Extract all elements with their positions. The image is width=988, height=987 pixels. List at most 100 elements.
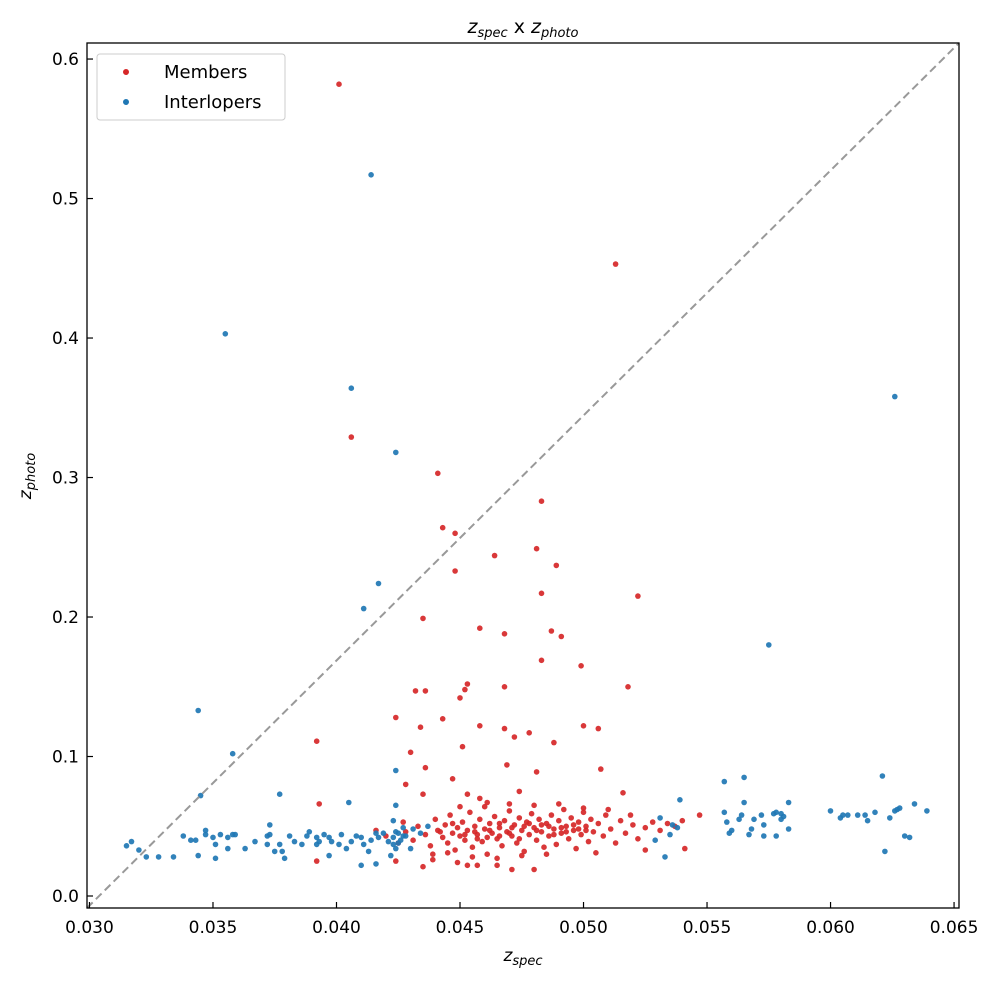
point-interlopers (761, 833, 767, 839)
y-axis: 0.0 0.1 0.2 0.3 0.4 0.5 0.6 (52, 50, 93, 907)
point-interlopers (721, 809, 728, 816)
point-members (506, 801, 513, 807)
point-members (430, 851, 436, 857)
point-interlopers (674, 824, 681, 831)
point-members (393, 858, 399, 864)
point-members (457, 803, 463, 810)
point-members (664, 820, 671, 827)
point-members (412, 688, 419, 694)
point-interlopers (202, 831, 209, 838)
point-members (573, 845, 579, 852)
point-members (415, 823, 421, 830)
point-interlopers (276, 791, 283, 797)
point-interlopers (232, 831, 238, 838)
point-interlopers (726, 830, 733, 836)
point-interlopers (192, 837, 199, 843)
point-members (469, 844, 476, 850)
point-members (459, 819, 466, 825)
point-members (516, 815, 523, 821)
point-members (464, 827, 471, 834)
point-members (444, 840, 451, 846)
point-interlopers (741, 799, 747, 806)
point-members (541, 844, 547, 850)
y-tick-label: 0.4 (52, 329, 79, 349)
point-members (477, 723, 483, 729)
point-members (420, 791, 426, 797)
point-members (393, 714, 399, 721)
point-members (486, 820, 493, 827)
point-members (496, 833, 503, 839)
point-members (551, 826, 557, 832)
point-members (558, 824, 565, 831)
point-interlopers (721, 778, 728, 785)
legend-box (96, 53, 286, 121)
point-interlopers (911, 801, 918, 807)
y-tick-label: 0.5 (52, 190, 79, 210)
point-interlopers (343, 845, 350, 852)
point-members (494, 855, 500, 862)
point-members (462, 831, 468, 838)
point-members (519, 827, 525, 834)
point-members (420, 615, 426, 622)
point-members (477, 795, 483, 802)
point-members (580, 805, 587, 811)
point-interlopers (128, 838, 135, 845)
point-interlopers (316, 838, 323, 845)
point-interlopers (348, 838, 355, 845)
point-interlopers (393, 802, 399, 809)
point-members (600, 833, 607, 839)
point-members (464, 791, 471, 797)
point-members (563, 823, 569, 830)
point-interlopers (336, 841, 342, 848)
point-interlopers (306, 829, 313, 835)
point-interlopers (892, 393, 898, 400)
point-members (444, 850, 451, 856)
point-members (538, 657, 545, 664)
point-members (583, 823, 589, 830)
point-interlopers (304, 833, 310, 839)
point-members (538, 498, 545, 505)
point-interlopers (662, 854, 668, 860)
point-members (449, 830, 456, 836)
point-members (556, 801, 562, 807)
point-members (548, 628, 555, 634)
point-interlopers (906, 834, 913, 841)
point-members (506, 830, 513, 836)
point-members (491, 813, 498, 820)
point-members (528, 810, 535, 817)
point-interlopers (281, 855, 288, 862)
point-interlopers (195, 707, 201, 714)
point-interlopers (276, 841, 283, 848)
point-members (516, 788, 523, 795)
point-members (316, 801, 323, 807)
point-members (538, 829, 545, 835)
point-members (452, 847, 458, 853)
point-members (526, 730, 532, 736)
point-members (484, 851, 491, 857)
point-members (407, 749, 414, 756)
point-interlopers (879, 773, 886, 779)
point-members (642, 847, 649, 853)
point-interlopers (252, 838, 258, 845)
point-interlopers (736, 816, 742, 823)
point-interlopers (780, 813, 787, 820)
point-interlopers (373, 830, 379, 836)
point-interlopers (212, 855, 219, 862)
point-interlopers (402, 833, 409, 839)
x-tick-label: 0.065 (930, 918, 979, 938)
point-interlopers (136, 847, 142, 853)
reference-diagonal-line (86, 42, 960, 909)
point-interlopers (677, 797, 683, 803)
point-interlopers (390, 817, 397, 824)
point-members (313, 738, 320, 744)
point-members (447, 812, 453, 818)
point-members (538, 822, 545, 828)
point-interlopers (669, 822, 676, 828)
point-interlopers (400, 824, 407, 831)
y-tick-label: 0.2 (52, 608, 79, 628)
point-interlopers (417, 830, 424, 836)
point-members (553, 562, 560, 569)
y-tick-label: 0.1 (52, 748, 79, 768)
point-members (612, 261, 619, 267)
